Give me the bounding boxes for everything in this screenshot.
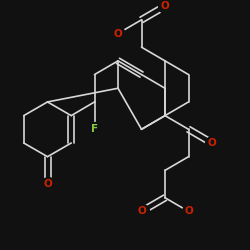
Text: O: O — [43, 179, 52, 189]
Text: O: O — [184, 206, 193, 216]
Text: O: O — [137, 206, 146, 216]
Text: O: O — [114, 28, 122, 38]
Text: O: O — [160, 1, 170, 11]
Text: F: F — [91, 124, 98, 134]
Text: O: O — [208, 138, 216, 148]
